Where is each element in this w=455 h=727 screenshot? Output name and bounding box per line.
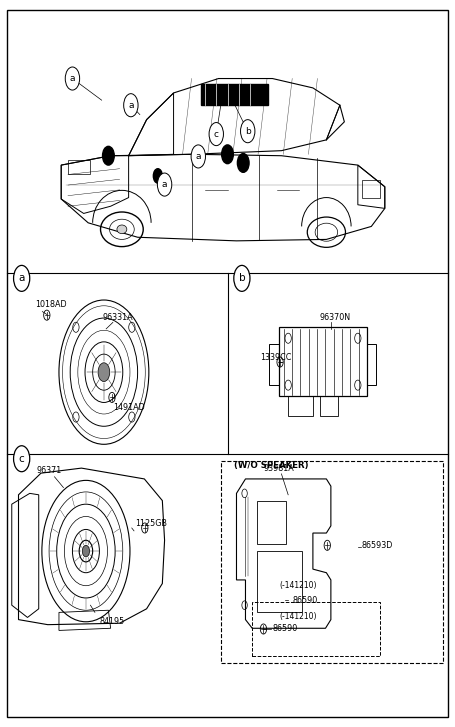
Text: a: a <box>19 273 25 284</box>
Bar <box>367 344 376 385</box>
Text: a: a <box>196 152 201 161</box>
Circle shape <box>98 363 110 382</box>
Text: 93981A: 93981A <box>264 464 294 473</box>
Text: (W/O SPEAKER): (W/O SPEAKER) <box>234 461 309 470</box>
Circle shape <box>222 145 233 164</box>
Bar <box>252 601 380 656</box>
Bar <box>221 461 443 663</box>
Circle shape <box>234 265 250 292</box>
Text: 1339CC: 1339CC <box>260 353 291 362</box>
Bar <box>319 396 338 416</box>
Circle shape <box>124 94 138 117</box>
Circle shape <box>209 123 223 145</box>
Bar <box>279 327 367 396</box>
Text: 96371: 96371 <box>36 466 62 475</box>
Circle shape <box>153 169 162 183</box>
Bar <box>362 180 380 198</box>
Text: a: a <box>162 180 167 189</box>
Text: a: a <box>128 101 134 110</box>
Circle shape <box>238 153 249 172</box>
Text: 86593D: 86593D <box>361 541 393 550</box>
Text: b: b <box>238 273 245 284</box>
Text: 1491AD: 1491AD <box>113 403 145 412</box>
Text: 96370N: 96370N <box>320 313 351 321</box>
Text: c: c <box>214 129 219 139</box>
Text: (-141210): (-141210) <box>279 611 317 621</box>
Circle shape <box>102 146 114 165</box>
Ellipse shape <box>117 225 127 233</box>
Circle shape <box>82 545 90 557</box>
Text: (-141210): (-141210) <box>279 581 317 590</box>
Text: a: a <box>70 74 75 83</box>
Text: 86590: 86590 <box>293 595 318 605</box>
Bar <box>68 160 91 174</box>
Text: b: b <box>245 126 251 136</box>
Text: 84195: 84195 <box>99 617 125 627</box>
Bar <box>257 551 302 612</box>
Text: 1018AD: 1018AD <box>35 300 67 310</box>
Circle shape <box>241 120 255 142</box>
Bar <box>257 501 286 544</box>
Circle shape <box>14 265 30 292</box>
Text: 96331A: 96331A <box>102 313 133 321</box>
Circle shape <box>157 173 172 196</box>
Bar <box>269 344 279 385</box>
Circle shape <box>14 446 30 472</box>
Bar <box>201 84 268 105</box>
Text: c: c <box>19 454 25 464</box>
Text: 1125GB: 1125GB <box>136 519 167 528</box>
Text: 86590: 86590 <box>273 624 298 633</box>
Circle shape <box>191 145 206 168</box>
Circle shape <box>65 67 80 90</box>
Bar <box>288 396 313 416</box>
